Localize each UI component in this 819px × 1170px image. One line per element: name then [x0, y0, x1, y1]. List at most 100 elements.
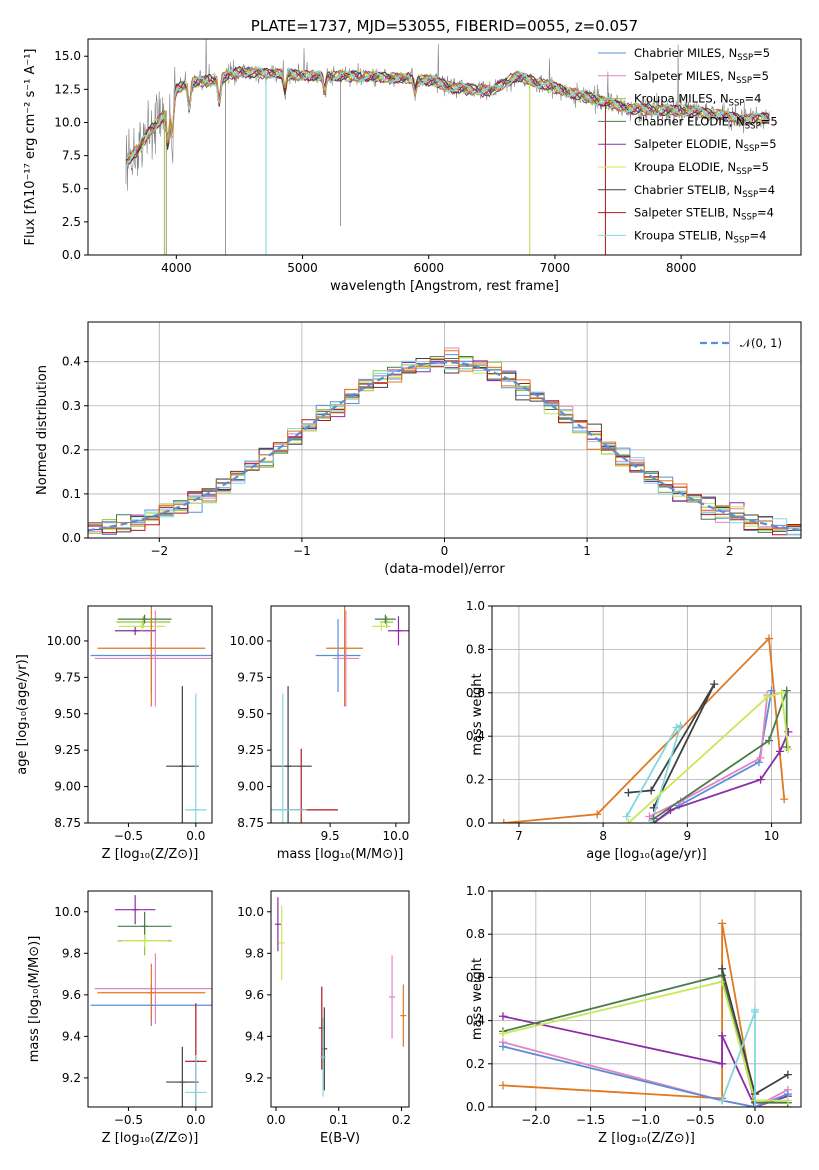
- y-tick-label: 1.0: [466, 884, 485, 898]
- x-axis-label: E(B-V): [320, 1131, 360, 1146]
- x-tick-label: 10.0: [382, 829, 409, 843]
- y-tick-label: 0.4: [466, 729, 485, 743]
- mass-vs-metallicity-panel: −0.5 0.0 9.2 9.4 9.6 9.8 10.0 Z [log₁₀(Z/Z⊙)] ma…: [27, 890, 213, 1146]
- legend-subscript: SSP: [729, 99, 745, 109]
- weight-marker-kroupa_stelib: [750, 1005, 759, 1014]
- y-axis-label: mass [log₁₀(M/M⊙)]: [27, 936, 42, 1063]
- weight-series-salpeter_miles: [649, 694, 769, 818]
- x-tick-label: 2: [726, 544, 734, 558]
- weight-series-kroupa_stelib: [625, 723, 683, 822]
- y-tick-label: 12.5: [54, 82, 81, 96]
- legend-name: Kroupa ELODIE, N: [634, 160, 736, 174]
- legend-name: Chabrier MILES, N: [634, 46, 737, 60]
- weight-marker-chabrier_elodie: [765, 736, 774, 745]
- weight-series-kroupa_elodie: [627, 691, 790, 823]
- residual-hist-salpeter_stelib: [88, 360, 801, 536]
- legend-value: =4: [744, 92, 761, 106]
- legend-entry: Chabrier STELIB, NSSP=4: [634, 183, 775, 200]
- weight-marker-orange: [499, 819, 508, 823]
- axes-frame: [488, 890, 802, 1111]
- legend-name: Kroupa MILES, N: [634, 92, 729, 106]
- legend-subscript: SSP: [736, 76, 752, 86]
- plot-area: [274, 897, 407, 1097]
- weight-marker-kroupa_elodie: [784, 745, 793, 754]
- weight-series-chabrier_elodie: [653, 690, 788, 820]
- legend-entry: Kroupa STELIB, NSSP=4: [634, 228, 766, 245]
- axes-box: [87, 890, 213, 1108]
- weight-marker-chabrier_miles: [498, 1042, 507, 1051]
- weight-vs-metallicity-panel: −2.0 −1.5 −1.0 −0.5 0.0 0.0 0.2 0.4 0.6 0.8 1.0 Z […: [466, 884, 802, 1146]
- axes-frame: [488, 605, 802, 827]
- plot-area: [88, 347, 801, 536]
- age-vs-metallicity-panel: −0.5 0.0 8.75 9.00 9.25 9.50 9.75 10.00 Z [log₁₀…: [15, 605, 213, 862]
- y-tick-label: 0.4: [62, 355, 81, 369]
- weight-marker-salpeter_elodie: [718, 1059, 727, 1068]
- weight-marker-kroupa_elodie: [763, 693, 772, 702]
- axes-frame: [84, 890, 213, 1111]
- weight-marker-orange: [498, 1081, 507, 1090]
- x-tick-label: 6000: [413, 261, 444, 275]
- y-tick-label: 9.6: [62, 988, 81, 1002]
- weight-marker-chabrier_stelib: [647, 786, 656, 795]
- y-tick-label: 0.0: [466, 816, 485, 830]
- x-tick-label: −0.5: [114, 1113, 143, 1127]
- plot-area: [90, 895, 212, 1107]
- legend-name: Salpeter ELODIE, N: [634, 137, 744, 151]
- y-tick-label: 15.0: [54, 49, 81, 63]
- y-tick-label: 9.6: [245, 988, 264, 1002]
- legend-value: =5: [752, 160, 769, 174]
- x-tick-label: 0.2: [392, 1113, 411, 1127]
- x-axis-label: Z [log₁₀(Z/Z⊙)]: [102, 847, 199, 862]
- legend-entry: Salpeter STELIB, NSSP=4: [634, 206, 774, 223]
- y-tick-label: 10.0: [54, 905, 81, 919]
- weight-marker-chabrier_elodie: [782, 686, 791, 695]
- weight-series-kroupa_elodie: [502, 980, 788, 1102]
- x-axis-label: mass [log₁₀(M/M⊙)]: [277, 847, 404, 862]
- legend-entry: Chabrier ELODIE, NSSP=5: [634, 114, 778, 131]
- y-tick-label: 8.75: [237, 816, 264, 830]
- normal-distribution-curve: [88, 361, 801, 532]
- x-tick-label: 0.0: [266, 1113, 285, 1127]
- legend-value: =5: [752, 69, 769, 83]
- y-tick-label: 0.1: [62, 487, 81, 501]
- x-axis-label: (data-model)/error: [384, 562, 505, 577]
- y-tick-label: 10.0: [54, 115, 81, 129]
- x-tick-label: 0: [441, 544, 449, 558]
- residual-hist-orange: [88, 350, 801, 530]
- y-tick-label: 10.0: [237, 905, 264, 919]
- y-tick-label: 9.2: [245, 1071, 264, 1085]
- y-tick-label: 9.50: [237, 707, 264, 721]
- axes-box: [270, 605, 410, 824]
- plot-area: [498, 919, 792, 1107]
- legend-subscript: SSP: [744, 144, 760, 154]
- y-tick-label: 0.6: [466, 970, 485, 984]
- x-tick-label: −1: [293, 544, 311, 558]
- x-tick-label: −1.5: [576, 1113, 605, 1127]
- weight-marker-kroupa_stelib: [622, 812, 631, 821]
- weight-marker-chabrier_stelib: [718, 964, 727, 973]
- y-tick-label: 7.5: [62, 149, 81, 163]
- x-tick-label: −0.5: [114, 829, 143, 843]
- weight-marker-salpeter_miles: [756, 753, 765, 762]
- weight-marker-kroupa_elodie: [624, 819, 633, 823]
- y-tick-label: 9.8: [245, 946, 264, 960]
- weight-marker-chabrier_elodie: [649, 814, 658, 823]
- legend-entry: Kroupa ELODIE, NSSP=5: [634, 160, 769, 177]
- legend-entry: Chabrier MILES, NSSP=5: [634, 46, 770, 63]
- legend-name: Chabrier ELODIE, N: [634, 114, 745, 128]
- x-tick-label: −2: [150, 544, 168, 558]
- y-tick-label: 0.2: [466, 1057, 485, 1071]
- y-tick-label: 9.00: [237, 780, 264, 794]
- x-tick-label: 9: [684, 829, 692, 843]
- y-axis-label: Flux [fλ10⁻¹⁷ erg cm⁻² s⁻¹ A⁻¹]: [23, 49, 38, 246]
- residual-histogram-panel: −2 −1 0 1 2 0.0 0.1 0.2 0.3 0.4 (data-model)/error…: [35, 321, 802, 577]
- y-tick-label: 9.4: [62, 1029, 81, 1043]
- axes-box: [491, 890, 802, 1108]
- y-axis-label: age [log₁₀(age/yr)]: [15, 654, 30, 775]
- x-tick-label: 0.0: [186, 1113, 205, 1127]
- legend-subscript: SSP: [745, 121, 761, 131]
- y-tick-label: 0.3: [62, 399, 81, 413]
- y-tick-label: 9.8: [62, 946, 81, 960]
- legend-entry: 𝒩(0, 1): [740, 336, 782, 350]
